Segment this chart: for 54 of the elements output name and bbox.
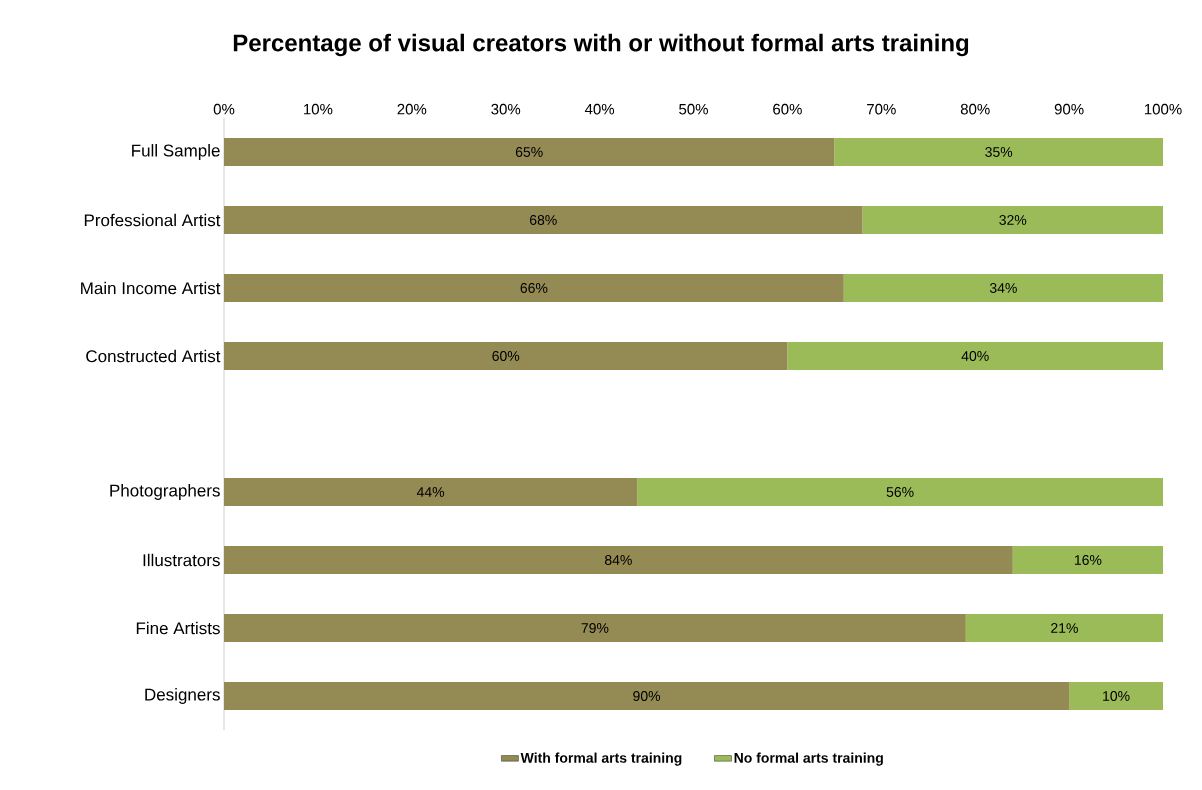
- bar: [224, 342, 788, 371]
- bar: [224, 206, 863, 235]
- y-tick-label: Constructed Artist: [86, 349, 221, 363]
- data-label: 56%: [886, 487, 914, 497]
- x-tick-label: 80%: [960, 103, 990, 115]
- data-label: 68%: [529, 215, 557, 225]
- data-label: 35%: [985, 147, 1013, 157]
- bar: [862, 206, 1164, 235]
- data-label: 34%: [989, 283, 1017, 293]
- x-tick-label: 60%: [773, 103, 802, 115]
- x-tick-label: 10%: [304, 103, 333, 115]
- bar: [224, 614, 966, 643]
- x-tick-label: 50%: [679, 103, 708, 115]
- bar: [843, 274, 1164, 303]
- data-label: 60%: [492, 351, 520, 361]
- x-tick-label: 100%: [1144, 103, 1182, 115]
- y-tick-label: Main Income Artist: [81, 281, 221, 295]
- data-label: 44%: [416, 487, 445, 497]
- data-label: 65%: [515, 147, 543, 157]
- y-tick-label: Full Sample: [132, 144, 220, 160]
- bar: [965, 614, 1164, 643]
- data-label: 21%: [1051, 623, 1078, 633]
- x-tick-label: 70%: [867, 103, 896, 115]
- legend-label: No formal arts training: [734, 752, 883, 766]
- y-tick-label: Fine Artists: [136, 621, 220, 635]
- data-label: 32%: [999, 215, 1027, 225]
- y-tick-label: Designers: [145, 688, 220, 704]
- data-label: 10%: [1103, 691, 1130, 701]
- chart-title: Percentage of visual creators with or without formal arts training: [233, 33, 969, 57]
- bar: [834, 138, 1164, 167]
- x-tick-label: 20%: [397, 103, 427, 115]
- bar: [787, 342, 1164, 371]
- y-tick-label: Photographers: [110, 484, 220, 500]
- bar: [224, 546, 1013, 575]
- y-tick-label: Illustrators: [143, 553, 220, 567]
- x-tick-label: 40%: [584, 103, 615, 115]
- data-label: 40%: [961, 351, 989, 361]
- bar: [224, 682, 1070, 711]
- data-label: 90%: [633, 691, 661, 701]
- bar: [1069, 682, 1164, 711]
- data-label: 66%: [520, 283, 548, 293]
- bar: [224, 478, 638, 507]
- data-label: 84%: [604, 555, 632, 565]
- data-label: 79%: [581, 623, 609, 633]
- bar: [1012, 546, 1164, 575]
- y-tick-label: Professional Artist: [84, 213, 221, 227]
- data-label: 16%: [1074, 555, 1102, 565]
- bar: [224, 138, 835, 167]
- x-tick-label: 0%: [213, 103, 235, 115]
- x-tick-label: 90%: [1054, 103, 1084, 115]
- legend-label: With formal arts training: [520, 752, 682, 766]
- bar: [637, 478, 1164, 507]
- bar: [224, 274, 844, 303]
- x-tick-label: 30%: [491, 103, 521, 115]
